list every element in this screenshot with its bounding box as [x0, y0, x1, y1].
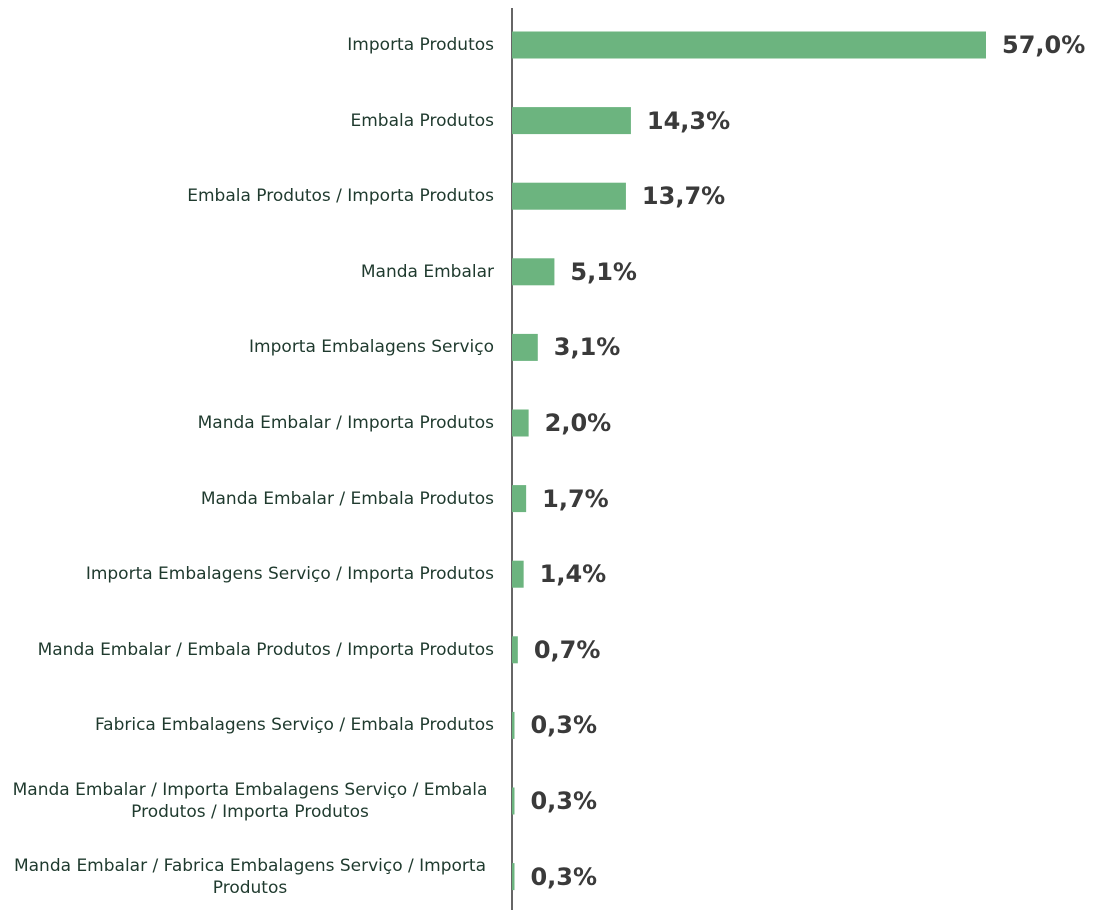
- bar: [512, 258, 555, 286]
- bar: [512, 711, 515, 739]
- bar: [512, 863, 515, 891]
- value-label: 3,1%: [553, 333, 621, 362]
- category-label: Importa Produtos: [347, 35, 494, 55]
- category-label: Manda Embalar: [360, 261, 494, 282]
- category-label: Embala Produtos: [350, 110, 494, 131]
- value-label: 0,3%: [530, 711, 598, 740]
- value-label: 0,7%: [533, 635, 601, 664]
- value-label: 0,3%: [530, 862, 598, 891]
- bar: [512, 333, 538, 361]
- bar: [512, 409, 529, 437]
- value-label: 13,7%: [641, 182, 726, 211]
- category-label: Manda Embalar / Embala Produtos: [200, 488, 494, 509]
- bar: [512, 31, 986, 59]
- value-label: 5,1%: [570, 257, 637, 286]
- bar: [512, 485, 527, 513]
- value-label: 14,3%: [646, 106, 731, 135]
- value-label: 1,4%: [539, 560, 607, 589]
- bar: [512, 107, 631, 135]
- value-label: 2,0%: [544, 409, 612, 437]
- value-label: 1,7%: [542, 484, 609, 513]
- value-label: 57,0%: [1002, 31, 1086, 59]
- category-label: Embala Produtos / Importa Produtos: [187, 186, 494, 207]
- category-label: Importa Embalagens Serviço / Importa Pro…: [85, 564, 494, 585]
- category-label: Manda Embalar / Importa Produtos: [197, 413, 494, 433]
- category-label: Manda Embalar / Importa Embalagens Servi…: [12, 780, 488, 822]
- bar: [512, 636, 518, 664]
- bar: [512, 787, 515, 815]
- bar: [512, 560, 524, 588]
- category-label: Fabrica Embalagens Serviço / Embala Prod…: [94, 715, 494, 736]
- value-label: 0,3%: [530, 787, 598, 815]
- bar: [512, 182, 626, 210]
- category-label: Manda Embalar / Fabrica Embalagens Servi…: [13, 855, 487, 898]
- category-label: Manda Embalar / Embala Produtos / Import…: [37, 639, 494, 660]
- category-label: Importa Embalagens Serviço: [249, 337, 494, 358]
